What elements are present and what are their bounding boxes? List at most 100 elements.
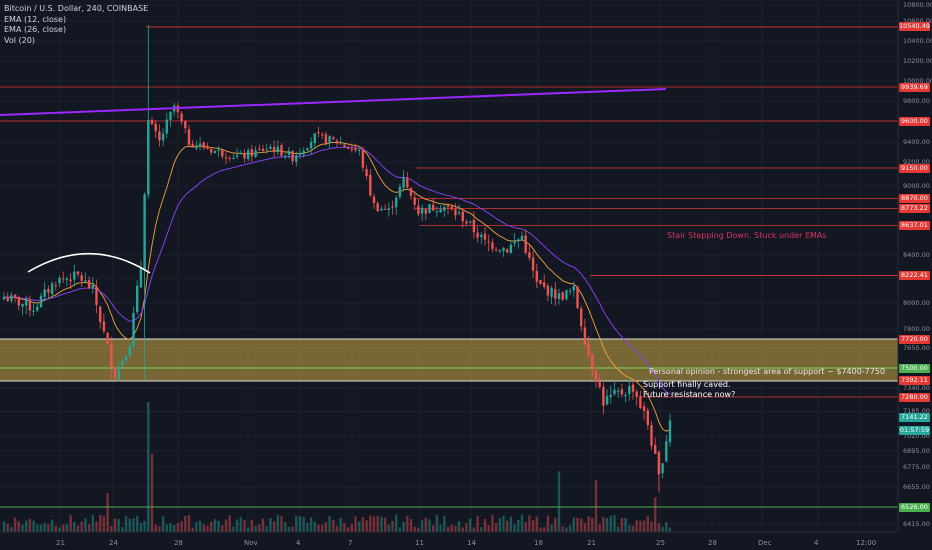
volume-bar (380, 517, 383, 532)
candle (583, 327, 587, 345)
volume-legend[interactable]: Vol (20) (4, 35, 35, 45)
candle (80, 275, 83, 281)
candle (32, 310, 35, 312)
candle (361, 149, 365, 168)
candle (376, 203, 379, 212)
candle (191, 143, 194, 148)
x-tick-label: Nov (244, 539, 258, 547)
volume-bar (424, 517, 427, 532)
volume-bar (335, 525, 339, 532)
candle (187, 129, 191, 145)
candle (457, 212, 461, 214)
volume-bar (36, 524, 39, 532)
x-tick-label: 21 (56, 539, 65, 547)
candle (354, 148, 357, 151)
price-tag: 8773.22 (899, 203, 930, 213)
volume-bar (261, 518, 265, 532)
candle (65, 278, 69, 280)
candle (335, 140, 339, 144)
volume-bar (446, 526, 450, 532)
candle (661, 463, 664, 474)
ema12-legend[interactable]: EMA (12, close) (4, 14, 67, 24)
volume-bar (221, 525, 224, 532)
volume-bar (258, 524, 261, 532)
volume-bar (543, 527, 546, 532)
candle (476, 232, 479, 238)
candle (591, 354, 594, 371)
price-tag: 10540.49 (899, 22, 931, 32)
candle (535, 270, 538, 282)
volume-bar (576, 517, 579, 532)
x-tick-label: 28 (708, 539, 717, 547)
candle (472, 219, 476, 233)
volume-bar (369, 515, 372, 532)
volume-bar (609, 515, 612, 532)
volume-bar (487, 524, 490, 532)
candle (343, 144, 346, 147)
volume-bar (110, 526, 113, 532)
candle (557, 293, 561, 299)
x-tick-label: Dec (758, 539, 772, 547)
candle (317, 132, 320, 134)
candle (62, 278, 65, 280)
candle (195, 145, 198, 149)
candle (313, 133, 316, 144)
candle (598, 382, 601, 387)
volume-bar (298, 516, 302, 532)
volume-bar (502, 515, 505, 532)
volume-bar (461, 527, 464, 532)
price-tag: 8870.00 (899, 193, 930, 203)
volume-bar (602, 517, 605, 532)
candle (247, 150, 250, 160)
volume-bar (76, 525, 80, 532)
volume-bar (513, 524, 516, 532)
volume-bar (321, 524, 324, 532)
volume-bar (509, 516, 513, 532)
volume-bar (332, 519, 335, 532)
volume-bar (565, 527, 568, 532)
y-tick-label: 6895.00 (903, 447, 930, 455)
candle (506, 249, 509, 253)
volume-bar (306, 522, 309, 532)
price-tag: 01:57:59 (899, 425, 930, 435)
candle (39, 295, 43, 308)
volume-bar (269, 518, 272, 532)
y-tick-label: 7650.00 (903, 344, 930, 353)
volume-bar (213, 519, 217, 532)
candle (295, 155, 298, 162)
candle (565, 290, 568, 300)
candle (498, 250, 501, 252)
candle (258, 148, 261, 150)
volume-bar (21, 524, 24, 532)
candle (139, 267, 143, 288)
volume-bar (25, 520, 28, 532)
y-tick-label: 7185.00 (903, 407, 930, 416)
candle (613, 389, 616, 394)
y-tick-label: 10000.00 (903, 77, 932, 85)
ema26-legend[interactable]: EMA (26, close) (4, 25, 67, 34)
volume-bar (228, 515, 231, 532)
candle (291, 151, 294, 162)
stair-annotation: Stair Stepping Down. Stuck under EMAs (667, 231, 827, 240)
candle (150, 120, 154, 125)
candle (180, 113, 183, 122)
volume-bar (554, 517, 557, 532)
candle (132, 313, 135, 347)
candle (54, 285, 57, 287)
volume-bar (361, 517, 365, 532)
candle (543, 282, 546, 287)
candle (43, 289, 46, 297)
volume-bar (598, 524, 601, 532)
volume-bar (198, 520, 202, 532)
volume-bar (150, 454, 154, 532)
candle (631, 384, 635, 392)
volume-bar (650, 521, 653, 532)
candle (217, 149, 220, 151)
symbol-title[interactable]: Bitcoin / U.S. Dollar, 240, COINBASE (4, 4, 149, 13)
volume-bar (661, 526, 664, 532)
candle (524, 235, 527, 253)
candle (461, 211, 464, 222)
volume-bar (202, 524, 205, 532)
volume-bar (280, 516, 283, 532)
